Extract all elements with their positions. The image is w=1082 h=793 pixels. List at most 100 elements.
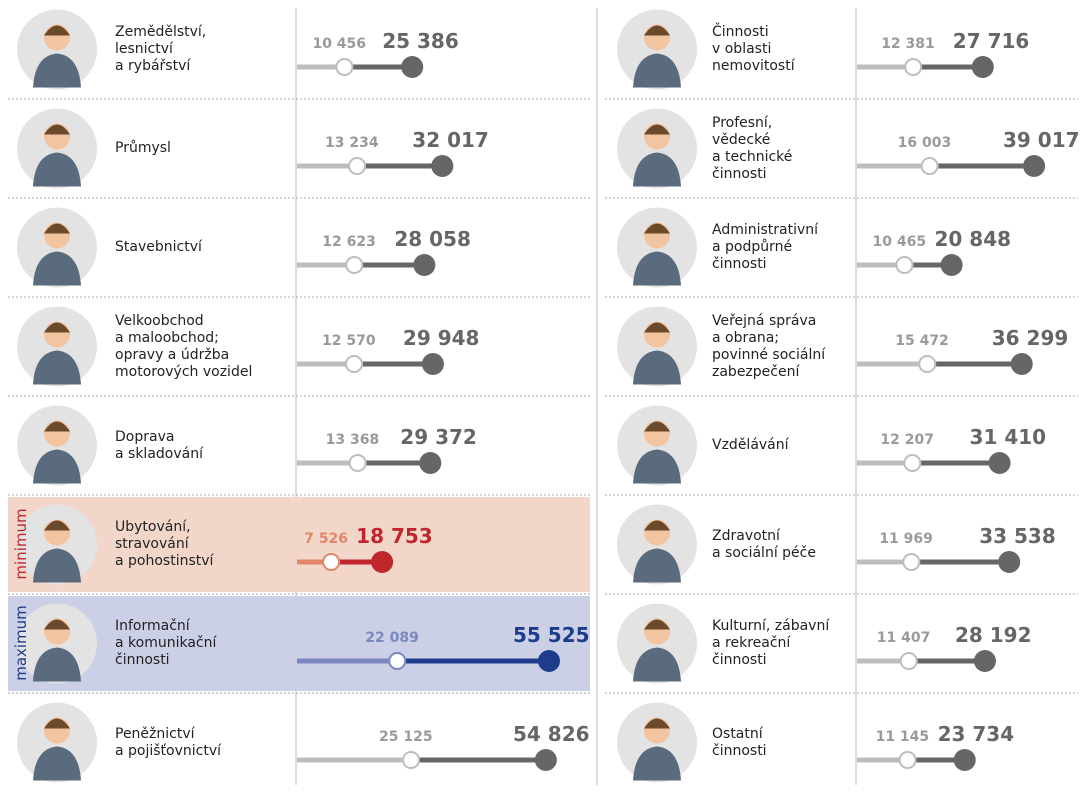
low-value-label: 12 623 [322, 234, 376, 250]
high-marker [973, 650, 996, 672]
high-value-label: 54 826 [513, 722, 590, 746]
maximum-label: maximum [12, 604, 30, 681]
icon-hair [44, 322, 70, 333]
icon-body [633, 53, 681, 88]
low-value-label: 10 456 [312, 36, 367, 52]
icon-body [33, 647, 81, 682]
high-marker [431, 155, 454, 177]
low-value-label: 10 465 [872, 234, 927, 250]
category-label: Průmysl [115, 140, 171, 156]
icon-hair [44, 223, 70, 234]
low-value-label: 11 969 [879, 531, 933, 547]
highlight-band [8, 596, 590, 691]
category-label: Doprava a skladování [115, 428, 203, 462]
low-value-label: 13 368 [325, 432, 380, 448]
high-marker [1023, 155, 1046, 177]
category-label: Profesní, vědecké a technické činnosti [712, 114, 793, 182]
low-marker [402, 751, 421, 769]
high-marker [421, 353, 444, 375]
high-value-label: 29 372 [400, 425, 477, 449]
low-marker [899, 652, 918, 670]
icon-hair [44, 520, 70, 531]
low-value-label: 11 407 [876, 630, 931, 646]
category-label: Velkoobchod a maloobchod; opravy a údržb… [115, 312, 253, 380]
high-value-label: 33 538 [979, 524, 1056, 548]
category-label: Činnosti v oblasti nemovitostí [712, 24, 795, 74]
low-value-label: 22 089 [365, 630, 419, 646]
category-label: Veřejná správa a obrana; povinné sociáln… [712, 312, 826, 380]
icon-body [33, 152, 81, 187]
category-label: Peněžnictví a pojišťovnictví [115, 725, 222, 759]
icon-body [633, 152, 681, 187]
high-value-label: 28 058 [394, 227, 471, 251]
low-marker [322, 553, 341, 571]
category-label: Kulturní, zábavní a rekreační činnosti [712, 618, 830, 668]
high-marker [971, 56, 994, 78]
icon-body [33, 53, 81, 88]
low-marker [388, 652, 407, 670]
category-label: Zdravotní a sociální péče [712, 527, 816, 561]
low-marker [345, 256, 364, 274]
icon-body [633, 251, 681, 286]
high-value-label: 25 386 [382, 29, 459, 53]
minimum-label: minimum [12, 507, 30, 580]
high-value-label: 20 848 [934, 227, 1012, 251]
high-marker [371, 551, 394, 573]
category-label: Ostatní činnosti [712, 725, 767, 759]
icon-hair [644, 124, 670, 135]
low-marker [898, 751, 917, 769]
high-value-label: 27 716 [952, 29, 1030, 53]
high-value-label: 32 017 [412, 128, 489, 152]
high-marker [401, 56, 424, 78]
low-marker [920, 157, 939, 175]
icon-hair [44, 124, 70, 135]
high-marker [953, 749, 976, 771]
low-value-label: 11 145 [875, 729, 930, 745]
high-value-label: 55 525 [513, 623, 590, 647]
low-value-label: 12 570 [322, 333, 376, 349]
icon-body [33, 548, 81, 583]
high-value-label: 28 192 [954, 623, 1032, 647]
highlight-band [8, 497, 590, 592]
icon-hair [644, 322, 670, 333]
icon-hair [44, 25, 70, 36]
icon-body [633, 350, 681, 385]
icon-body [33, 449, 81, 484]
category-label: Administrativní a podpůrné činnosti [712, 222, 819, 272]
icon-hair [44, 619, 70, 630]
icon-hair [644, 223, 670, 234]
low-marker [895, 256, 914, 274]
high-value-label: 29 948 [402, 326, 480, 350]
high-marker [988, 452, 1011, 474]
low-value-label: 7 526 [304, 531, 348, 547]
icon-hair [644, 718, 670, 729]
icon-body [33, 251, 81, 286]
icon-hair [44, 718, 70, 729]
icon-body [633, 449, 681, 484]
high-value-label: 31 410 [969, 425, 1047, 449]
low-value-label: 25 125 [379, 729, 433, 745]
high-value-label: 18 753 [356, 524, 433, 548]
low-marker [902, 553, 921, 571]
low-marker [345, 355, 364, 373]
high-value-label: 23 734 [937, 722, 1015, 746]
low-value-label: 12 381 [881, 36, 935, 52]
icon-hair [644, 421, 670, 432]
high-value-label: 36 299 [991, 326, 1069, 350]
low-value-label: 12 207 [880, 432, 934, 448]
low-marker [904, 58, 923, 76]
category-label: Vzdělávání [712, 437, 789, 453]
category-label: Zemědělství, lesnictví a rybářství [115, 24, 207, 74]
high-marker [538, 650, 560, 672]
icon-hair [44, 421, 70, 432]
low-marker [348, 454, 367, 472]
low-value-label: 13 234 [325, 135, 379, 151]
low-marker [903, 454, 922, 472]
icon-hair [644, 619, 670, 630]
icon-body [633, 647, 681, 682]
high-marker [1010, 353, 1033, 375]
category-label: Informační a komunikační činnosti [115, 618, 217, 668]
icon-hair [644, 520, 670, 531]
